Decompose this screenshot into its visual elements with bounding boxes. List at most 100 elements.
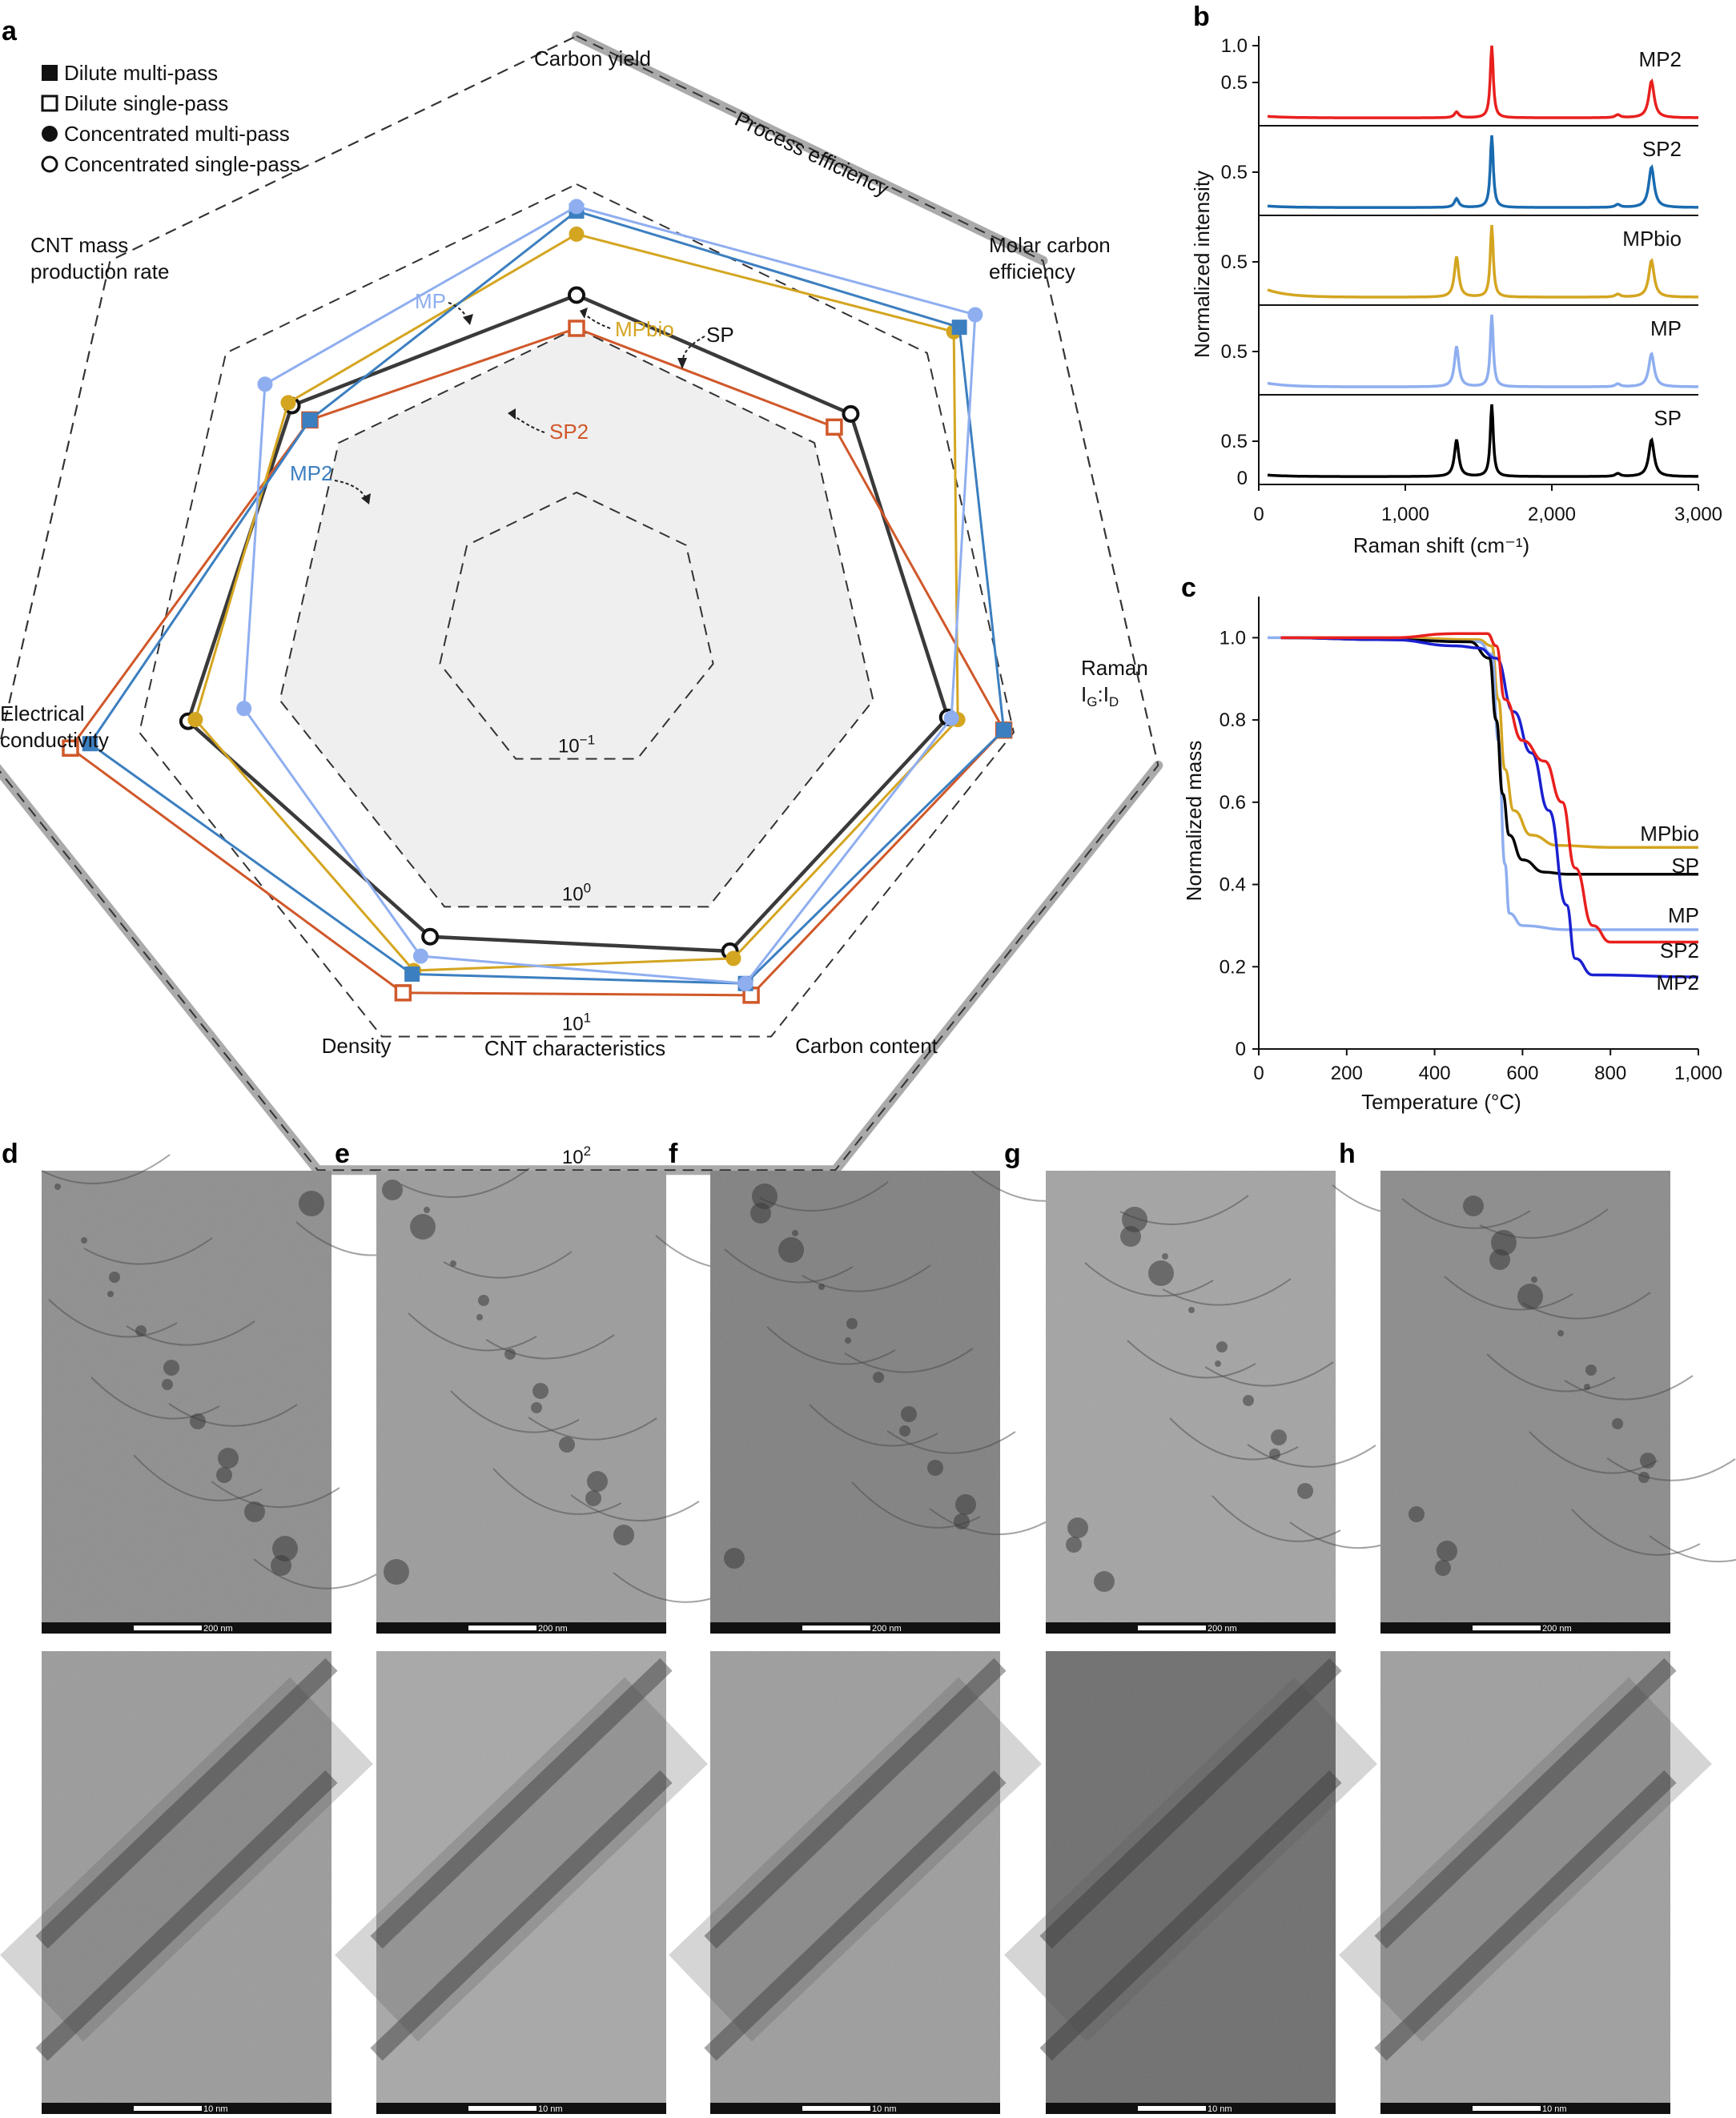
radar-point-MP2-5 — [82, 736, 98, 752]
legend-label-1: Dilute single-pass — [64, 91, 228, 115]
radar-point-SP2-1 — [826, 418, 843, 436]
tem-particle-10 — [1215, 1360, 1221, 1367]
tem-particle-0 — [424, 1207, 430, 1213]
tga-xticklabel-0: 0 — [1253, 1063, 1264, 1084]
panel-a-radar: a Dilute multi-pass Dilute single-pass Con… — [0, 16, 1163, 1176]
group-label-cnt: CNT characteristics — [484, 1036, 665, 1060]
tem-particle-13 — [271, 1555, 291, 1576]
annotation-mp-arrowhead — [463, 314, 473, 325]
radar-ring-1 — [279, 327, 874, 908]
legend-item-1: Dilute single-pass — [41, 91, 228, 115]
radar-ring-0 — [439, 491, 714, 760]
annotation-sp2-text: SP2 — [549, 420, 589, 444]
annotation-mpbio-arrowhead — [580, 307, 588, 319]
tem-particle-5 — [1188, 1307, 1195, 1313]
tem-strand-8 — [450, 1390, 580, 1433]
tem-texture — [1046, 1651, 1336, 2114]
radar-point-MP-4 — [412, 948, 428, 964]
tem-particle-13 — [1120, 1226, 1141, 1247]
tem-scalebar — [1473, 1626, 1541, 1630]
tem-scalebar — [1138, 2106, 1206, 2111]
tem-particle-2 — [1640, 1453, 1656, 1469]
raman-subplot-SP: 0.5 0 SP — [1221, 395, 1699, 491]
raman-series-label-MPbio: MPbio — [1622, 227, 1682, 251]
ring-label-2-text: 101 — [562, 1011, 591, 1035]
annotation-mp2-text: MP2 — [290, 461, 332, 485]
tem-scalebar — [468, 2106, 536, 2111]
tem-image-d-low-mag: 200 nm — [41, 1154, 425, 1634]
tem-particle-3 — [587, 1471, 608, 1492]
panel-letter-g: g — [1004, 1139, 1021, 1169]
radar-point-MP-1 — [967, 307, 983, 323]
tem-texture — [1380, 1171, 1670, 1634]
legend-marker-1 — [41, 94, 58, 112]
tem-strand-4 — [1649, 1535, 1736, 1562]
radar-point-MP-6 — [257, 376, 273, 392]
raman-yticklabel-05-SP: 0.5 — [1221, 431, 1248, 452]
tem-scalebar — [468, 1626, 536, 1630]
tem-scalebar-label: 10 nm — [872, 2104, 897, 2114]
tem-tube-wall-top — [35, 1658, 338, 1949]
ring-label-0-text: 10−1 — [558, 733, 595, 758]
tem-strand-2 — [1204, 1361, 1334, 1387]
tem-strand-3 — [168, 1403, 298, 1427]
legend-item-2: Concentrated multi-pass — [42, 122, 290, 146]
panel-letter-a: a — [2, 16, 18, 46]
tga-xticklabel-3: 600 — [1506, 1063, 1538, 1084]
tem-image-e-high-mag: 10 nm — [335, 1651, 708, 2114]
tem-particle-9 — [1517, 1284, 1543, 1309]
tem-image-h-high-mag: 10 nm — [1339, 1651, 1712, 2114]
tem-strand-7 — [48, 1299, 178, 1338]
legend-label-3: Concentrated single-pass — [64, 152, 300, 176]
tem-tube-wall-bottom — [704, 1770, 1007, 2061]
tem-particle-12 — [585, 1490, 601, 1506]
tga-yticklabel-2: 0.4 — [1220, 874, 1246, 896]
radar-point-SP2-0 — [568, 320, 585, 337]
radar-group-bands — [0, 31, 1163, 1176]
tem-strand-9 — [492, 1468, 622, 1515]
tem-particle-7 — [1408, 1506, 1425, 1522]
raman-subplot-SP2: 0.5 SP2 — [1221, 126, 1698, 216]
raman-subplot-MP2: 0.5 1.0 MP2 — [1221, 35, 1698, 127]
panel-letter-h: h — [1339, 1139, 1356, 1169]
tem-image-f-high-mag: 10 nm — [669, 1651, 1042, 2114]
annotation-mp-text: MP — [415, 289, 446, 313]
annotation-mpbio-arrow — [582, 311, 611, 329]
ring-label-1-text: 100 — [562, 880, 591, 905]
tem-strand-8 — [1169, 1417, 1299, 1461]
tem-image-f-low-mag: 200 nm — [710, 1171, 1101, 1634]
tga-series-label-MP: MP — [1668, 903, 1699, 927]
axis-label-carbon-yield: Carbon yield — [534, 46, 651, 70]
tem-scalebar — [134, 1626, 202, 1630]
tem-particle-8 — [1094, 1571, 1115, 1592]
tem-particle-11 — [899, 1425, 910, 1437]
tem-strand-3 — [886, 1430, 1016, 1454]
tem-tube-wall-top — [370, 1658, 673, 1949]
raman-spectrum-MP2 — [1267, 45, 1698, 119]
raman-subplot-MPbio: 0.5 MPbio — [1221, 215, 1698, 306]
tem-particle-1 — [1216, 1341, 1228, 1352]
radar-ring-2 — [138, 183, 1015, 1038]
tem-scalebar — [802, 2106, 870, 2111]
tem-particle-12 — [216, 1467, 232, 1483]
axis-label-elec-2: conductivity — [0, 728, 109, 752]
radar-point-MP-0 — [569, 199, 585, 215]
tem-strand-3 — [1247, 1444, 1376, 1468]
tga-xticklabel-4: 800 — [1594, 1063, 1626, 1084]
tem-particle-8 — [613, 1525, 634, 1545]
tem-particle-1 — [478, 1295, 489, 1306]
tem-image-d-high-mag: 10 nm — [0, 1651, 373, 2114]
radar-series-MP — [243, 205, 977, 985]
panel-letter-c: c — [1181, 573, 1196, 603]
panel-letter-b: b — [1193, 2, 1210, 32]
tga-xticklabel-5: 1,000 — [1674, 1063, 1722, 1084]
radar-series-MP2 — [88, 210, 1006, 985]
panel-letter-d: d — [2, 1139, 18, 1169]
legend-marker-0 — [42, 65, 58, 81]
tem-strand-4 — [211, 1481, 340, 1509]
tem-tube-body — [669, 1677, 1042, 2042]
tem-particle-6 — [504, 1348, 516, 1360]
radar-ring-outer-overlay — [0, 34, 1159, 1172]
tga-yticklabel-1: 0.2 — [1220, 956, 1246, 978]
tem-scalebar — [802, 1626, 870, 1630]
